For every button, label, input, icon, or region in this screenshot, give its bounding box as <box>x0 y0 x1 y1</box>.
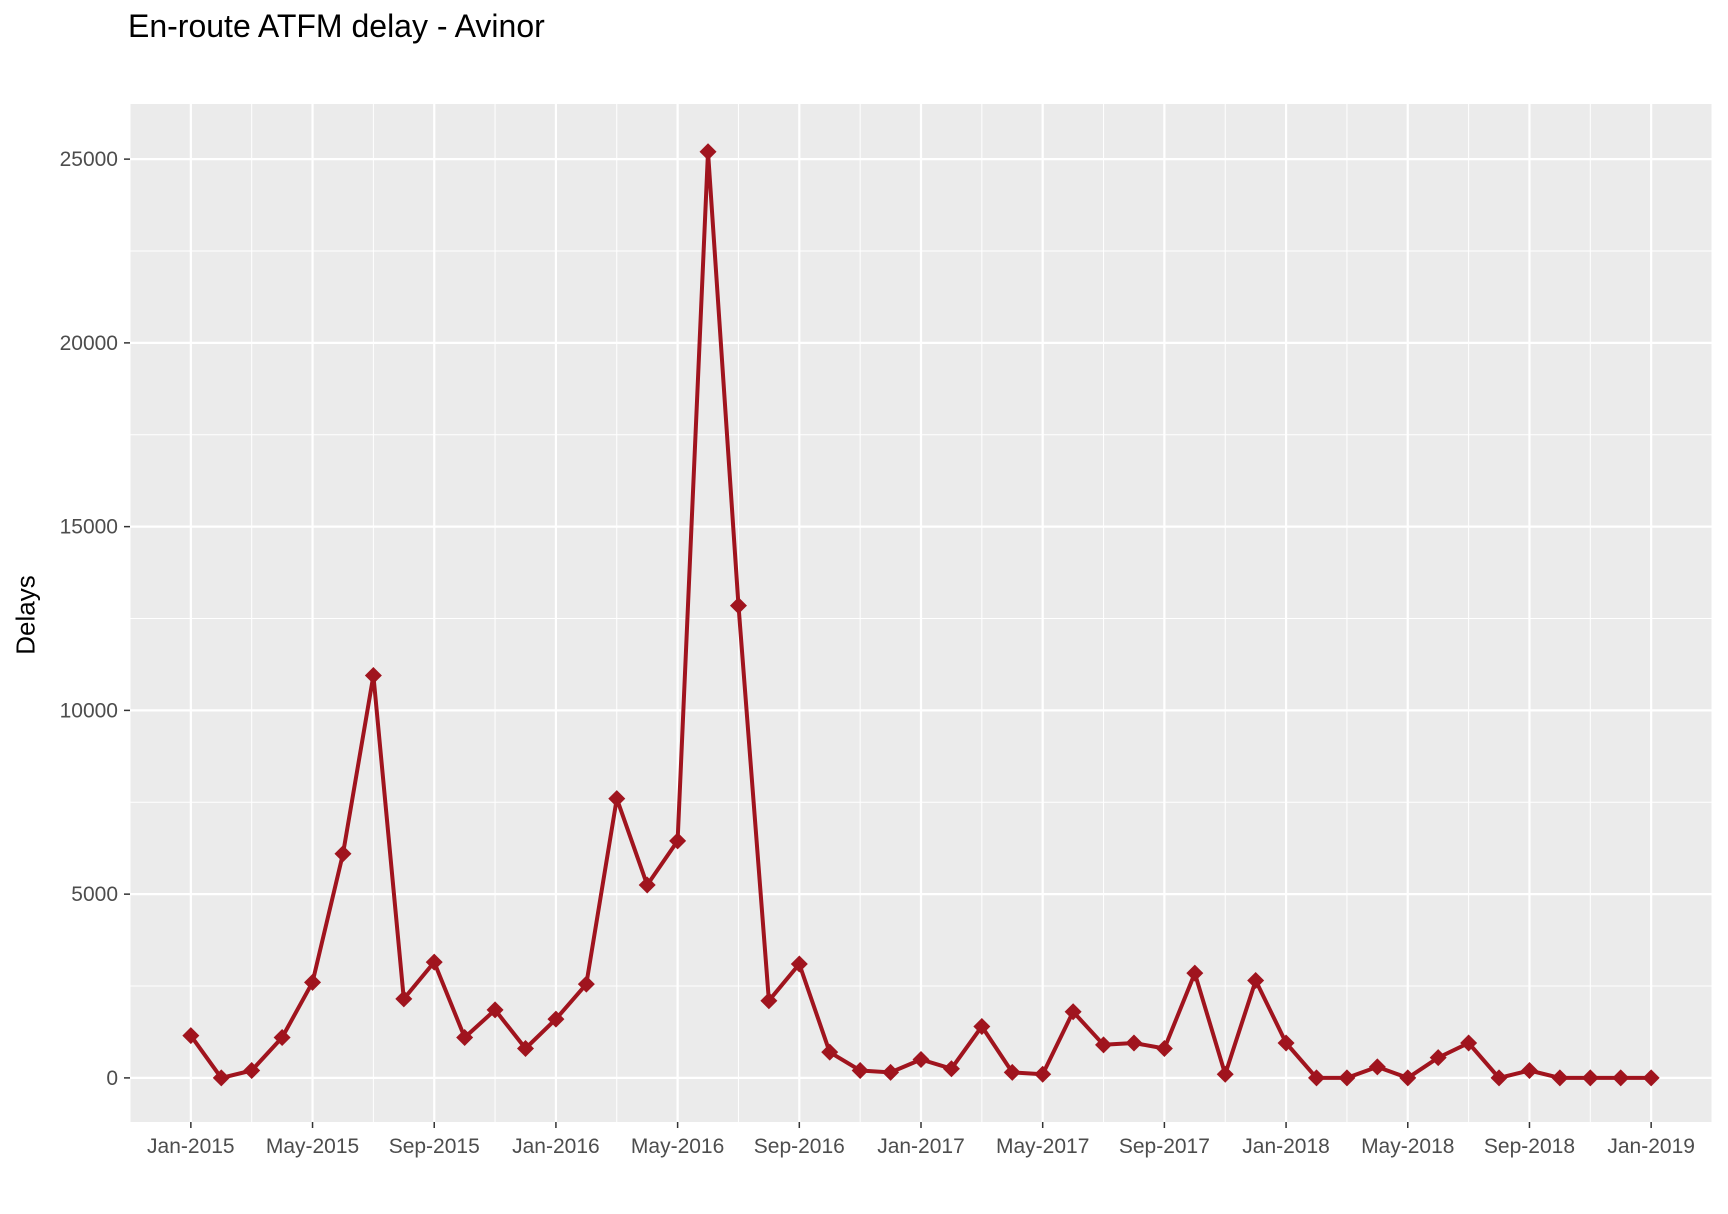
data-point <box>729 597 747 615</box>
data-point <box>638 876 656 894</box>
y-tick-label: 20000 <box>60 332 118 355</box>
x-tick-label: Jan-2015 <box>147 1135 235 1158</box>
data-point <box>1034 1065 1052 1083</box>
x-tick-label: Sep-2016 <box>754 1135 845 1158</box>
data-point <box>669 832 687 850</box>
data-point <box>364 666 382 684</box>
x-tick-label: Sep-2015 <box>389 1135 480 1158</box>
data-point <box>973 1017 991 1035</box>
data-point <box>1581 1069 1599 1087</box>
data-point <box>882 1063 900 1081</box>
data-point <box>304 973 322 991</box>
data-point <box>790 955 808 973</box>
data-point <box>577 975 595 993</box>
x-tick-label: Jan-2016 <box>512 1135 600 1158</box>
data-point <box>273 1028 291 1046</box>
data-point <box>334 845 352 863</box>
data-point <box>1064 1003 1082 1021</box>
data-point <box>1520 1062 1538 1080</box>
data-point <box>243 1062 261 1080</box>
y-tick-label: 15000 <box>60 516 118 539</box>
x-tick-label: May-2015 <box>266 1135 359 1158</box>
data-point <box>912 1051 930 1069</box>
data-point <box>1551 1069 1569 1087</box>
data-point <box>1216 1065 1234 1083</box>
data-point <box>1186 964 1204 982</box>
x-tick-label: Jan-2019 <box>1607 1135 1695 1158</box>
data-point <box>212 1069 230 1087</box>
data-point <box>942 1060 960 1078</box>
y-axis-title: Delays <box>10 575 41 655</box>
data-point <box>1125 1034 1143 1052</box>
chart-title: En-route ATFM delay - Avinor <box>128 8 545 44</box>
x-tick-label: May-2016 <box>631 1135 724 1158</box>
x-tick-label: Jan-2018 <box>1242 1135 1330 1158</box>
data-point <box>425 953 443 971</box>
data-point <box>1247 972 1265 990</box>
data-point <box>1642 1069 1660 1087</box>
data-point <box>1612 1069 1630 1087</box>
data-point <box>1429 1049 1447 1067</box>
data-point <box>395 990 413 1008</box>
x-tick-label: Sep-2017 <box>1119 1135 1210 1158</box>
data-point <box>1368 1058 1386 1076</box>
y-tick-label: 5000 <box>71 883 118 906</box>
x-tick-label: Sep-2018 <box>1484 1135 1575 1158</box>
y-tick-label: 0 <box>106 1067 118 1090</box>
data-point <box>182 1027 200 1045</box>
data-point <box>1490 1069 1508 1087</box>
data-point <box>821 1043 839 1061</box>
data-point <box>1155 1039 1173 1057</box>
x-tick-label: May-2018 <box>1361 1135 1454 1158</box>
data-point <box>1003 1063 1021 1081</box>
data-point <box>456 1028 474 1046</box>
data-point <box>699 143 717 161</box>
data-point <box>851 1062 869 1080</box>
data-point <box>1308 1069 1325 1087</box>
data-point <box>608 790 626 808</box>
data-point <box>1095 1036 1113 1054</box>
x-tick-label: Jan-2017 <box>877 1135 965 1158</box>
y-tick-label: 25000 <box>60 148 118 171</box>
data-point <box>547 1010 565 1028</box>
data-point <box>1338 1069 1356 1087</box>
y-tick-label: 10000 <box>60 699 118 722</box>
x-tick-label: May-2017 <box>996 1135 1089 1158</box>
data-point <box>760 992 778 1010</box>
data-point <box>517 1039 534 1057</box>
data-point <box>1460 1034 1478 1052</box>
data-point <box>486 1001 504 1019</box>
data-point <box>1277 1034 1295 1052</box>
data-point <box>1399 1069 1417 1087</box>
